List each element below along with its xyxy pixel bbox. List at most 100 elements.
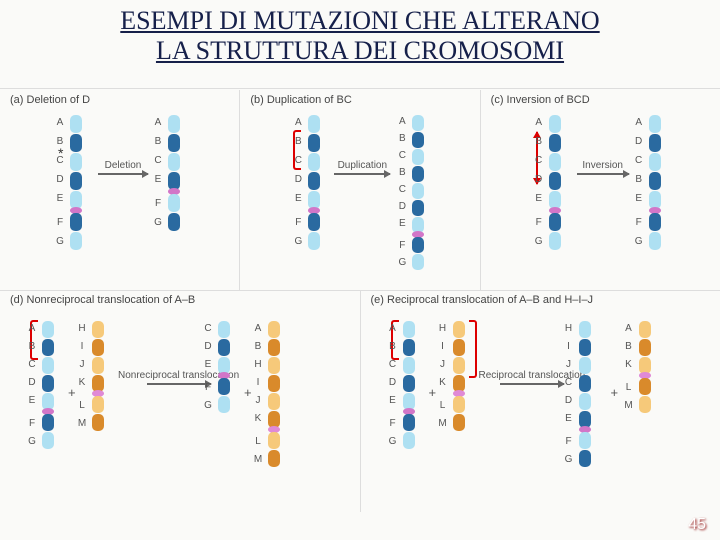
segment-label: M (76, 418, 88, 429)
caption-c: (c) Inversion of BCD (491, 94, 590, 106)
segment-label: G (396, 257, 408, 268)
segment-label: C (387, 359, 399, 370)
segment-label: A (54, 117, 66, 128)
segment-label: B (387, 341, 399, 352)
segment-label: D (387, 377, 399, 388)
plus-sign: + (68, 385, 76, 400)
segment-label: I (76, 341, 88, 352)
segment-label: C (202, 323, 214, 334)
segment-label: A (152, 117, 164, 128)
caption-a: (a) Deletion of D (10, 94, 90, 106)
segment-label: A (396, 116, 408, 127)
segment-label: C (152, 155, 164, 166)
segment-label: F (387, 418, 399, 429)
chromosome: ABCDEFG (42, 320, 54, 449)
chromosome: ABCDEFG (549, 114, 561, 250)
segment-label: E (54, 193, 66, 204)
segment-label: I (437, 341, 449, 352)
segment-label: D (633, 136, 645, 147)
segment-label: E (533, 193, 545, 204)
title-line2: LA STRUTTURA DEI CROMOSOMI (156, 36, 564, 65)
segment-label: A (292, 117, 304, 128)
segment-label: H (252, 359, 264, 370)
segment-label: E (292, 193, 304, 204)
chromosome: HIJKLM (92, 320, 104, 431)
chromosome: ABCEFG (168, 114, 180, 231)
segment-label: A (387, 323, 399, 334)
segment-label: F (396, 240, 408, 251)
segment-label: F (533, 217, 545, 228)
segment-label: E (152, 174, 164, 185)
segment-label: H (437, 323, 449, 334)
segment-label: H (76, 323, 88, 334)
chromosome: ABCDEFG (308, 114, 320, 250)
segment-label: E (387, 395, 399, 406)
segment-label: L (623, 382, 635, 393)
segment-label: F (26, 418, 38, 429)
segment-label: B (396, 133, 408, 144)
segment-label: F (54, 217, 66, 228)
segment-label: C (26, 359, 38, 370)
segment-label: A (26, 323, 38, 334)
segment-label: B (533, 136, 545, 147)
plus-sign: + (611, 385, 619, 400)
arrow: Inversion (577, 160, 629, 175)
segment-label: G (152, 217, 164, 228)
segment-label: E (202, 359, 214, 370)
segment-label: F (292, 217, 304, 228)
segment-label: J (252, 395, 264, 406)
segment-label: C (563, 377, 575, 388)
panel-deletion: (a) Deletion of D * ABCDEFGABCEFGDeletio… (0, 90, 240, 290)
arrow-label: Inversion (582, 160, 623, 171)
segment-label: B (292, 136, 304, 147)
segment-label: G (292, 236, 304, 247)
segment-label: E (633, 193, 645, 204)
segment-label: E (26, 395, 38, 406)
chromosome: ADCBEFG (649, 114, 661, 250)
segment-label: C (54, 155, 66, 166)
segment-label: C (292, 155, 304, 166)
segment-label: B (623, 341, 635, 352)
arrow: Duplication (334, 160, 390, 175)
segment-label: G (387, 436, 399, 447)
segment-label: C (396, 150, 408, 161)
segment-label: D (26, 377, 38, 388)
segment-label: C (533, 155, 545, 166)
panel-nonreciprocal: (d) Nonreciprocal translocation of A–B A… (0, 290, 361, 512)
caption-d: (d) Nonreciprocal translocation of A–B (10, 294, 195, 306)
segment-label: E (563, 413, 575, 424)
chromosome: HIJKLM (453, 320, 465, 431)
segment-label: K (252, 413, 264, 424)
arrow-label: Deletion (105, 160, 142, 171)
segment-label: G (633, 236, 645, 247)
plus-sign: + (429, 385, 437, 400)
segment-label: J (563, 359, 575, 370)
segment-label: K (437, 377, 449, 388)
chromosome: ABKLM (639, 320, 651, 413)
chromosome: HIJCDEFG (579, 320, 591, 467)
panel-reciprocal: (e) Reciprocal translocation of A–B and … (361, 290, 720, 512)
segment-label: H (563, 323, 575, 334)
segment-label: A (633, 117, 645, 128)
segment-label: L (252, 436, 264, 447)
arrow: Deletion (98, 160, 148, 175)
chromosome: ABCDEFG (70, 114, 82, 250)
segment-label: L (76, 400, 88, 411)
segment-label: B (633, 174, 645, 185)
segment-label: G (563, 454, 575, 465)
segment-label: J (76, 359, 88, 370)
segment-label: J (437, 359, 449, 370)
segment-label: D (396, 201, 408, 212)
panel-duplication: (b) Duplication of BC ABCDEFGABCBCDEFGDu… (240, 90, 480, 290)
divider (0, 88, 720, 89)
segment-label: B (396, 167, 408, 178)
caption-e: (e) Reciprocal translocation of A–B and … (371, 294, 594, 306)
segment-label: K (623, 359, 635, 370)
chromosome: CDEFG (218, 320, 230, 413)
segment-label: F (202, 382, 214, 393)
segment-label: D (54, 174, 66, 185)
segment-label: L (437, 400, 449, 411)
chromosome: ABCDEFG (403, 320, 415, 449)
segment-label: D (563, 395, 575, 406)
segment-label: B (26, 341, 38, 352)
